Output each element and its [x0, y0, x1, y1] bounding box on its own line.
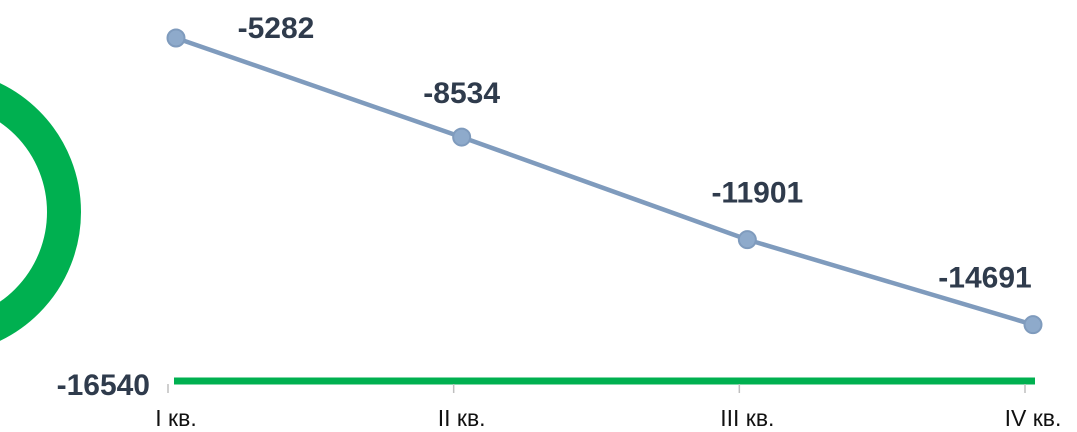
data-label: -8534	[423, 77, 500, 110]
x-tick-label: I кв.	[155, 405, 196, 431]
line	[175, 35, 1034, 327]
marker	[166, 28, 186, 48]
data-label: -5282	[238, 12, 315, 45]
marker	[452, 127, 472, 147]
x-tick-label: IV кв.	[1005, 405, 1062, 431]
reference-label: -16540	[57, 369, 150, 402]
data-label: -14691	[938, 262, 1031, 295]
marker	[1023, 315, 1043, 335]
x-tick-label: II кв.	[438, 405, 486, 431]
marker	[737, 230, 757, 250]
data-label: -11901	[711, 177, 803, 210]
ring-decoration	[0, 83, 81, 341]
x-tick-label: III кв.	[720, 405, 774, 431]
